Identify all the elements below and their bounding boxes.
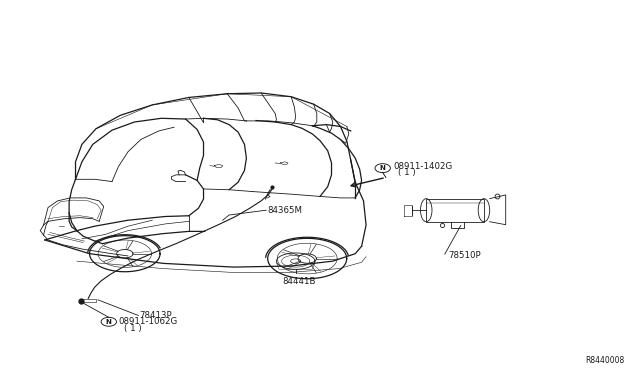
Text: 78413P: 78413P (140, 311, 172, 320)
Text: ( 1 ): ( 1 ) (398, 168, 416, 177)
Text: 08911-1402G: 08911-1402G (393, 162, 452, 171)
Text: R8440008: R8440008 (585, 356, 624, 365)
Text: 84441B: 84441B (283, 277, 316, 286)
Text: N: N (106, 319, 112, 325)
Text: 84365M: 84365M (268, 206, 303, 215)
Text: 08911-1062G: 08911-1062G (118, 317, 178, 326)
Text: 78510P: 78510P (448, 251, 481, 260)
Text: ( 1 ): ( 1 ) (124, 324, 141, 333)
Text: N: N (380, 165, 386, 171)
